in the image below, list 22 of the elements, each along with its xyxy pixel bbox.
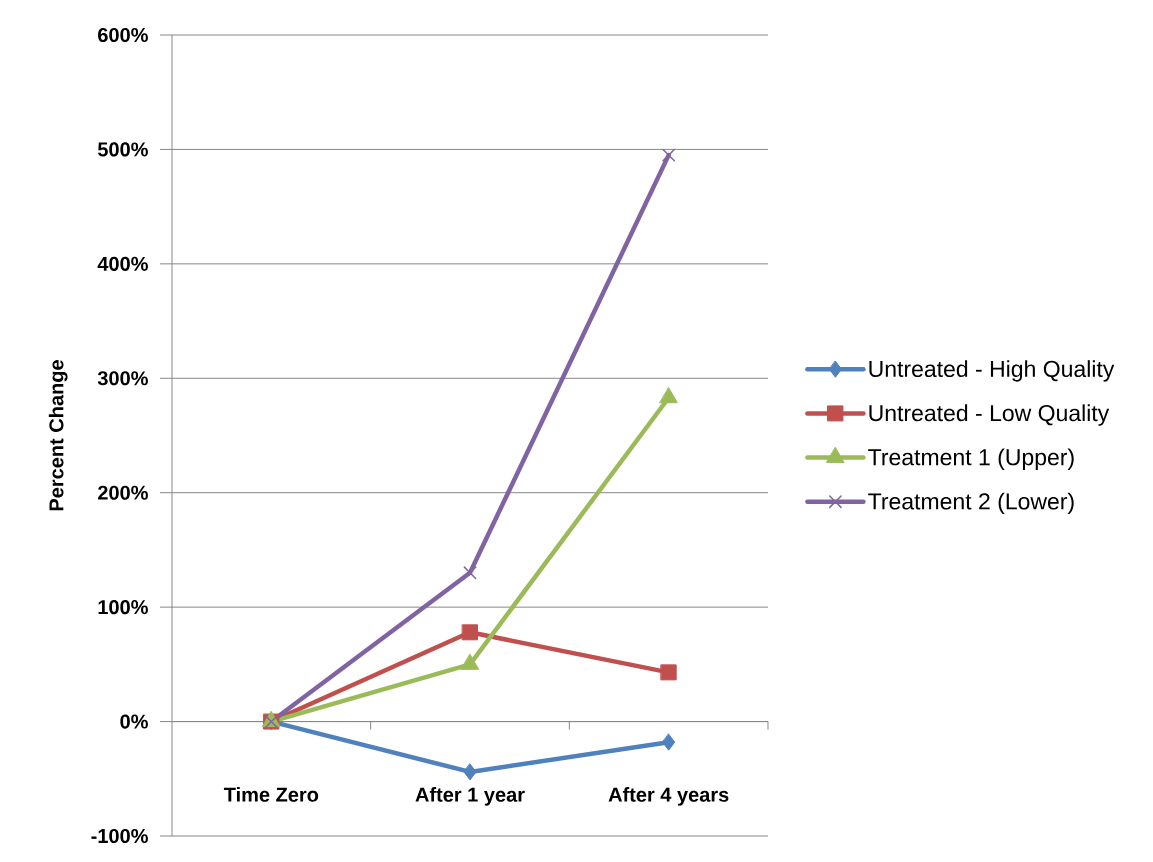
- y-tick-label: 200%: [98, 485, 148, 500]
- legend-label: Treatment 1 (Upper): [868, 448, 1074, 470]
- y-tick-label: 600%: [98, 27, 148, 43]
- point: [662, 733, 676, 751]
- x-tick-label: After 1 year: [415, 787, 525, 806]
- y-tick-label: 100%: [98, 600, 148, 615]
- point: [660, 664, 677, 681]
- x-tick-label: After 4 years: [608, 787, 729, 806]
- y-axis-title: Percent Change: [48, 360, 68, 511]
- point: [462, 624, 478, 641]
- legend-label: Untreated - High Quality: [869, 360, 1115, 382]
- point: [463, 566, 477, 580]
- legend-label: Untreated - Low Quality: [869, 404, 1110, 426]
- point: [662, 148, 676, 162]
- y-tick-label: 400%: [97, 256, 148, 271]
- x-tick-label: Time Zero: [223, 787, 319, 802]
- y-tick-label: 300%: [97, 371, 148, 386]
- point: [463, 763, 477, 781]
- y-tick-label: 0%: [120, 714, 148, 729]
- y-tick-label: 500%: [97, 142, 148, 157]
- y-tick-label: -100%: [91, 828, 148, 844]
- legend-label: Treatment 2 (Lower): [868, 492, 1074, 515]
